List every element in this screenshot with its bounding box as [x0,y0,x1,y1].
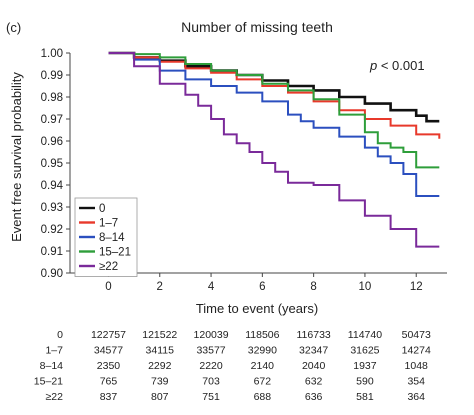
risk-count: 118506 [245,329,279,341]
p-value-text: < 0.001 [377,58,424,73]
panel-label: (c) [6,20,21,35]
x-tick-label: 8 [310,281,316,293]
x-tick-label: 12 [410,281,423,293]
risk-count: 581 [356,391,374,403]
axes: 0.90 0.91 0.92 0.93 0.94 0.95 0.96 0.97 0.98 0.99… [41,48,447,293]
series-line-5 [108,52,440,248]
risk-count: 1937 [353,360,377,372]
y-tick-label: 0.97 [41,114,63,126]
risk-count: 632 [305,376,323,388]
risk-count: 14274 [402,345,431,357]
risk-count: 765 [100,376,118,388]
risk-count: 32990 [248,345,277,357]
p-value: p < 0.001 [369,58,425,73]
risk-count: 2140 [251,360,275,372]
p-value-symbol: p [369,58,377,73]
y-tick-label: 0.96 [41,136,63,148]
y-tick-label: 0.98 [41,92,63,104]
chart-title: Number of missing teeth [181,19,333,35]
risk-count: 32347 [299,345,328,357]
risk-row-label-2: 1–7 [45,345,63,357]
risk-count: 672 [254,376,272,388]
risk-count: 739 [151,376,169,388]
x-tick-label: 4 [208,281,215,293]
x-tick-label: 2 [157,281,163,293]
risk-count: 751 [202,391,220,403]
series-line-4 [108,52,440,169]
risk-count: 703 [202,376,220,388]
x-tick-label: 6 [259,281,265,293]
risk-count: 688 [254,391,272,403]
risk-count: 31625 [350,345,379,357]
risk-row-label-1: 0 [57,329,63,341]
legend-label-3: 8–14 [99,232,125,244]
risk-count: 590 [356,376,374,388]
x-tick-label: 10 [359,281,372,293]
risk-count: 2040 [302,360,326,372]
risk-count: 50473 [402,329,431,341]
y-tick-label: 0.90 [41,268,63,280]
risk-count: 116733 [297,329,331,341]
risk-count: 837 [100,391,118,403]
risk-count: 33577 [196,345,225,357]
risk-count: 354 [407,376,425,388]
y-axis-label: Event free survival probability [9,72,24,242]
legend-label-1: 0 [99,203,105,215]
legend-label-4: 15–21 [99,247,131,259]
series-lines [108,51,441,248]
risk-count: 122757 [91,329,126,341]
y-tick-label: 0.92 [41,224,63,236]
risk-row-label-3: 8–14 [40,360,64,372]
risk-row-label-5: ≥22 [46,391,64,403]
risk-count: 120039 [194,329,229,341]
risk-table: 0 122757 121522 120039 118506 116733 114740 504… [34,329,431,403]
risk-count: 636 [305,391,323,403]
y-tick-label: 0.91 [41,246,63,258]
risk-count: 1048 [405,360,429,372]
legend: 0 1–7 8–14 15–21 ≥22 [74,197,138,277]
risk-count: 807 [151,391,169,403]
legend-label-5: ≥22 [99,261,118,273]
risk-count: 2220 [199,360,223,372]
y-tick-label: 0.94 [41,180,64,192]
risk-row-label-4: 15–21 [34,376,63,388]
risk-count: 364 [407,391,425,403]
series-line-3 [108,52,440,197]
risk-count: 34577 [94,345,123,357]
risk-count: 34115 [146,345,175,357]
risk-count: 2292 [148,360,172,372]
risk-count: 2350 [97,360,121,372]
legend-label-2: 1–7 [99,218,118,230]
y-tick-label: 0.95 [41,158,63,170]
risk-count: 121522 [142,329,177,341]
x-tick-label: 0 [105,281,111,293]
y-tick-label: 1.00 [41,48,63,60]
y-tick-label: 0.99 [41,70,63,82]
risk-count: 114740 [348,329,382,341]
x-axis-label: Time to event (years) [196,301,318,316]
y-tick-label: 0.93 [41,202,63,214]
